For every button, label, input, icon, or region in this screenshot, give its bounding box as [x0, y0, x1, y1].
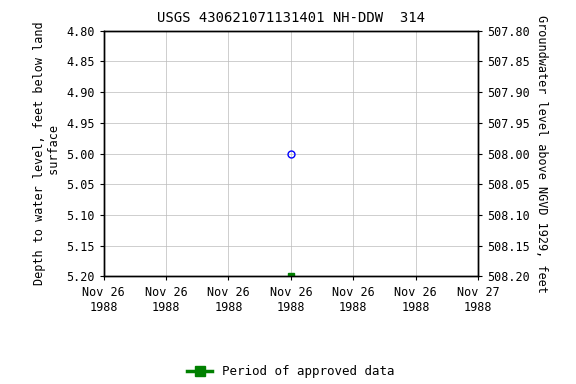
Title: USGS 430621071131401 NH-DDW  314: USGS 430621071131401 NH-DDW 314: [157, 12, 425, 25]
Y-axis label: Groundwater level above NGVD 1929, feet: Groundwater level above NGVD 1929, feet: [536, 15, 548, 293]
Legend: Period of approved data: Period of approved data: [182, 360, 400, 383]
Y-axis label: Depth to water level, feet below land
 surface: Depth to water level, feet below land su…: [33, 22, 60, 285]
